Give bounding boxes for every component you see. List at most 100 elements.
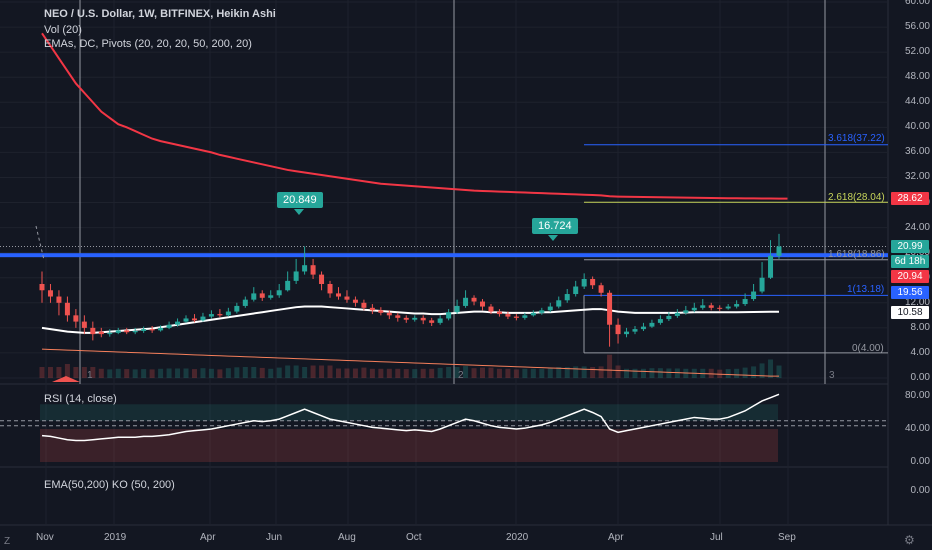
price-tick: 44.00 — [904, 96, 930, 108]
volume-bar — [666, 368, 672, 378]
candle-body — [208, 314, 214, 317]
zoom-icon[interactable]: Z — [4, 536, 10, 547]
volume-bar — [624, 368, 630, 378]
volume-legend[interactable]: Vol (20) — [44, 24, 82, 36]
volume-bar — [200, 368, 206, 378]
time-tick: Sep — [778, 532, 796, 543]
fib-level-0: 0(4.00) — [852, 343, 884, 354]
time-tick: 2020 — [506, 532, 529, 543]
ko-legend[interactable]: EMA(50,200) KO (50, 200) — [44, 479, 175, 491]
price-tick: 36.00 — [904, 146, 930, 158]
candle-body — [768, 255, 774, 278]
candle-body — [564, 294, 570, 301]
volume-bar — [234, 367, 240, 378]
candle-body — [556, 300, 562, 307]
volume-bar — [768, 359, 774, 378]
volume-bar — [191, 369, 197, 378]
candle-body — [496, 311, 502, 315]
volume-bar — [64, 364, 70, 378]
candle-body — [141, 329, 147, 331]
candle-body — [293, 271, 299, 281]
volume-bar — [463, 366, 469, 378]
low-price-tag: 19.56 — [891, 286, 929, 299]
volume-bar — [302, 367, 308, 378]
candle-body — [200, 316, 206, 321]
candle-body — [573, 286, 579, 295]
volume-bar — [124, 369, 130, 378]
volume-bar — [640, 368, 646, 378]
volume-bar — [39, 367, 45, 378]
volume-bar — [539, 368, 545, 378]
candle-body — [412, 317, 418, 320]
candle-body — [403, 317, 409, 320]
fib-level-1618: 1.618(18.86) — [828, 249, 885, 260]
candle-body — [259, 293, 265, 298]
price-tick: 52.00 — [904, 46, 930, 58]
volume-bar — [742, 367, 748, 378]
volume-bar — [412, 369, 418, 378]
candle-body — [674, 312, 680, 316]
candle-body — [268, 295, 274, 298]
candle-body — [285, 280, 291, 291]
candle-body — [615, 324, 621, 335]
volume-bar — [480, 367, 486, 378]
candle-body — [361, 302, 367, 308]
volume-bar — [344, 368, 350, 378]
candle-body — [734, 304, 740, 307]
settings-gear-icon[interactable]: ⚙ — [904, 533, 915, 547]
candle-body — [505, 314, 511, 317]
volume-bar — [590, 367, 596, 378]
volume-bar — [268, 368, 274, 378]
candle-body — [183, 318, 189, 322]
volume-bar — [259, 367, 265, 378]
countdown-tag: 6d 18h — [891, 255, 929, 268]
volume-bar — [183, 368, 189, 378]
candle-body — [39, 284, 45, 291]
candle-body — [454, 305, 460, 313]
price-tick: 0.00 — [910, 372, 930, 383]
indicators-legend[interactable]: EMAs, DC, Pivots (20, 20, 20, 50, 200, 2… — [44, 38, 252, 50]
volume-bar — [505, 368, 511, 378]
volume-bar — [708, 368, 714, 378]
candle-body — [158, 327, 164, 331]
ema50-price-tag: 10.58 — [891, 306, 929, 319]
volume-bar — [657, 368, 663, 378]
candle-body — [530, 312, 536, 316]
volume-bar — [115, 368, 121, 378]
time-tick: Apr — [200, 532, 216, 543]
prev-close-tag: 20.94 — [891, 270, 929, 283]
volume-bar — [149, 369, 155, 378]
candle-body — [327, 284, 333, 294]
volume-bar — [141, 369, 147, 378]
candle-body — [81, 321, 87, 328]
ema200-price-tag: 28.62 — [891, 192, 929, 205]
candle-body — [708, 305, 714, 308]
candle-body — [717, 307, 723, 309]
candle-body — [124, 330, 130, 333]
candle-body — [175, 321, 181, 325]
candle-body — [522, 315, 528, 318]
volume-bar — [725, 369, 731, 378]
pivot-marker-arrow — [52, 376, 80, 382]
rsi-legend[interactable]: RSI (14, close) — [44, 393, 117, 405]
candle-body — [598, 285, 604, 293]
candle-body — [234, 305, 240, 312]
price-tick: 4.00 — [910, 346, 930, 358]
volume-bar — [530, 368, 536, 378]
candle-body — [759, 277, 765, 292]
candle-body — [471, 297, 477, 302]
time-tick: Aug — [338, 532, 356, 543]
volume-bar — [556, 367, 562, 378]
candle-body — [132, 331, 138, 333]
rsi-tick: 80.00 — [904, 390, 930, 401]
ko-tick: 0.00 — [910, 485, 930, 496]
candle-body — [166, 324, 172, 328]
price-tick: 60.00 — [904, 0, 930, 7]
last-price-tag: 20.99 — [891, 240, 929, 253]
volume-bar — [632, 368, 638, 378]
pivot-marker-3: 3 — [829, 370, 835, 381]
candle-body — [429, 320, 435, 323]
pivot-marker-2: 2 — [458, 370, 464, 381]
candle-body — [581, 278, 587, 287]
